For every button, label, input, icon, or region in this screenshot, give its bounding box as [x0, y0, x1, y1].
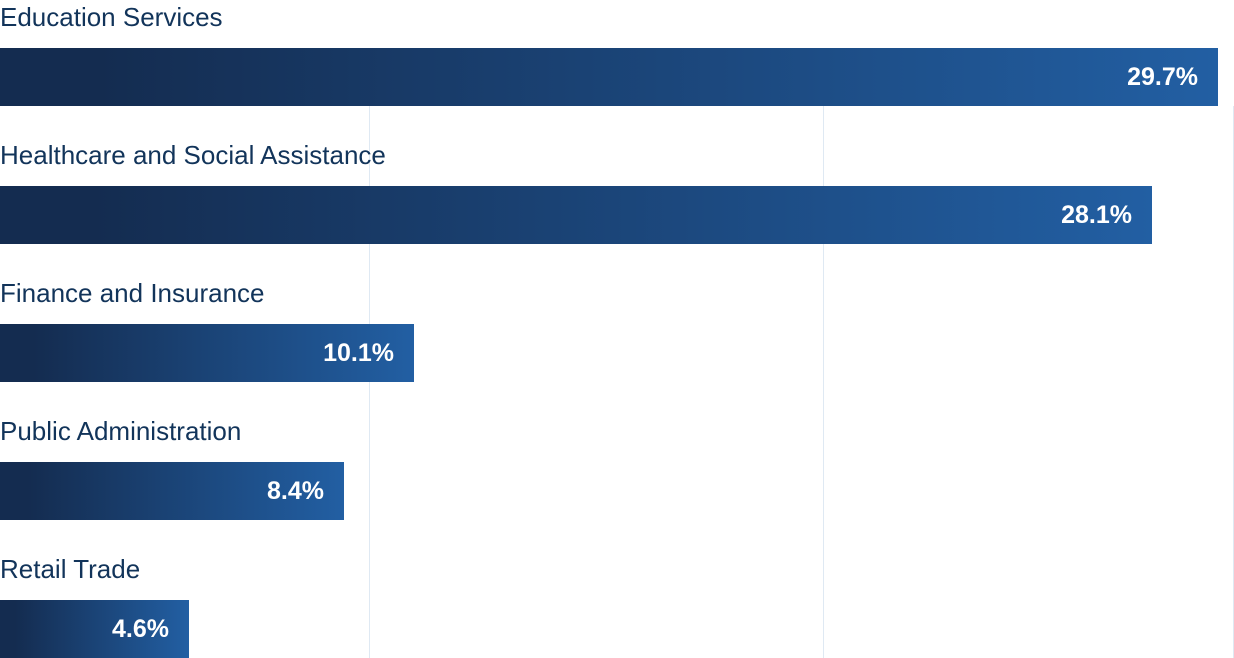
- category-label: Retail Trade: [0, 554, 141, 584]
- bar: 10.1%: [0, 324, 414, 382]
- bar-value-label: 8.4%: [267, 477, 324, 505]
- category-label: Healthcare and Social Assistance: [0, 140, 386, 170]
- bar: 4.6%: [0, 600, 189, 658]
- category-label: Education Services: [0, 2, 223, 32]
- bar: 28.1%: [0, 186, 1152, 244]
- category-label: Public Administration: [0, 416, 242, 446]
- bar: 29.7%: [0, 48, 1218, 106]
- category-label: Finance and Insurance: [0, 278, 265, 308]
- gridline: [369, 106, 370, 658]
- bar-value-label: 10.1%: [323, 339, 394, 367]
- gridline: [823, 106, 824, 658]
- bar-value-label: 4.6%: [112, 615, 169, 643]
- bar-value-label: 28.1%: [1061, 201, 1132, 229]
- bar-value-label: 29.7%: [1127, 63, 1198, 91]
- bar: 8.4%: [0, 462, 344, 520]
